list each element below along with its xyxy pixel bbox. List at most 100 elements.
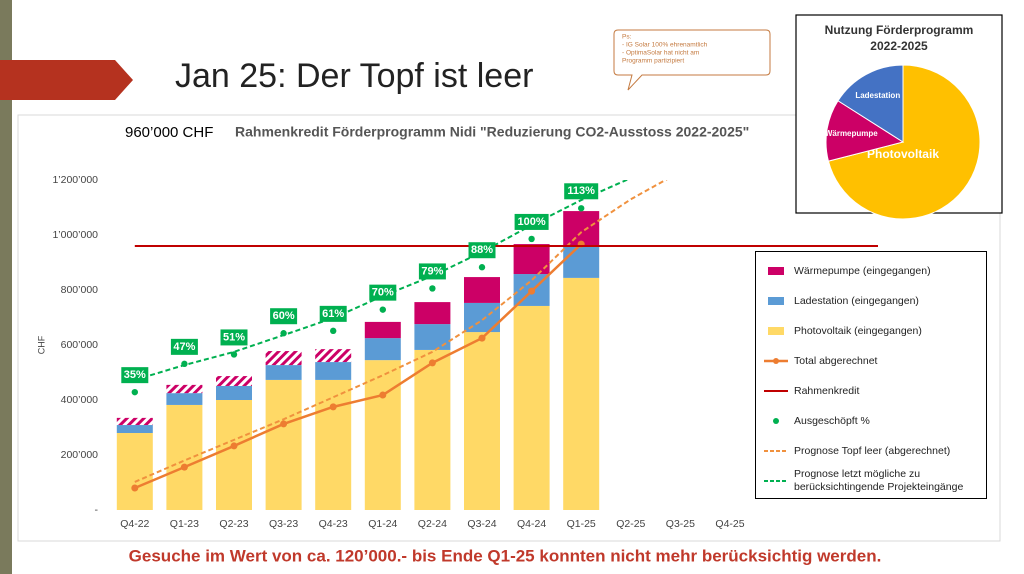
note-callout (613, 29, 771, 91)
legend-label: Wärmepumpe (eingegangen) (794, 264, 931, 277)
bar-segment (216, 376, 252, 386)
legend-label: Total abgerechnet (794, 354, 878, 367)
pie-slice (825, 100, 905, 162)
usage-dot (330, 327, 337, 335)
footer: Gesuche im Wert von ca. 120’000.- bis En… (129, 546, 882, 565)
bar-segment (563, 246, 600, 278)
y-tick-label: 800’000 (61, 284, 99, 296)
bar-segment (265, 351, 302, 366)
usage-label: 51% (223, 331, 245, 343)
bar-segment (414, 302, 451, 325)
y-tick-label: 200’000 (61, 449, 99, 461)
pie-slice (837, 64, 904, 143)
legend-symbol (764, 390, 788, 392)
title-arrow (0, 60, 133, 100)
usage-label-bg (270, 308, 298, 325)
legend-item: Wärmepumpe (eingegangen) (762, 256, 980, 286)
x-tick-label: Q2-25 (616, 518, 645, 530)
bar-segment (563, 277, 600, 510)
usage-label-bg (418, 263, 446, 280)
legend-label: Rahmenkredit (794, 384, 860, 397)
bar-segment (513, 305, 550, 510)
y-axis-label: CHF (36, 335, 46, 354)
legend-label: Prognose Topf leer (abgerechnet) (794, 444, 951, 457)
x-tick-label: Q4-24 (517, 518, 546, 530)
y-tick-label: 400’000 (61, 394, 99, 406)
usage-dot (230, 351, 238, 358)
legend-symbol (773, 418, 779, 424)
y-tick-label: 600’000 (61, 339, 99, 351)
legend-symbol (764, 358, 788, 364)
bar-segment (464, 277, 500, 303)
usage-label-bg (514, 213, 549, 230)
usage-label-bg (121, 367, 149, 384)
x-tick-label: Q4-25 (715, 518, 744, 530)
usage-dot (131, 388, 138, 396)
legend-glyph (768, 297, 784, 305)
legend-symbol (768, 327, 784, 335)
legend-glyph (768, 327, 784, 335)
usage-label: 60% (273, 310, 295, 322)
bar-segment (265, 365, 302, 380)
total-marker (379, 391, 387, 399)
legend-symbol (768, 297, 784, 305)
bar-segment (116, 425, 153, 433)
x-tick-label: Q3-25 (666, 518, 695, 530)
bar-segment (563, 211, 600, 246)
legend-symbol (768, 267, 784, 275)
usage-dot (478, 264, 486, 271)
chart-title: Rahmenkredit Förderprogramm Nidi "Reduzi… (235, 124, 749, 140)
legend-symbol (764, 480, 788, 482)
x-tick-label: Q3-23 (269, 518, 298, 530)
legend-item: Photovoltaik (eingegangen) (762, 316, 980, 346)
pie-label: Wärmepumpe (825, 129, 878, 138)
legend: Wärmepumpe (eingegangen) Ladestation (ein… (755, 251, 987, 499)
usage-label: 47% (173, 341, 195, 353)
pie-title: Nutzung Förderprogramm (825, 23, 974, 37)
usage-dot (429, 285, 436, 292)
bar-segment (315, 379, 352, 510)
x-tick-label: Q2-23 (219, 518, 248, 530)
plot-lines (134, 180, 668, 490)
note-line: Programm partizipiert (622, 58, 684, 65)
total-marker (478, 334, 486, 342)
usage-label-bg (220, 329, 248, 346)
usage-label: 79% (421, 265, 443, 277)
x-tick-label: Q3-24 (467, 518, 496, 530)
x-tick-label: Q1-24 (368, 518, 397, 530)
trend-line (134, 180, 668, 483)
bar-segment (464, 332, 500, 510)
usage-dot (528, 235, 535, 243)
legend-item: Ausgeschöpft % (762, 406, 980, 436)
total-marker (329, 403, 337, 411)
y-tick-label: 1’000’000 (52, 229, 98, 241)
total-marker (131, 484, 139, 492)
bar-segment (364, 338, 401, 361)
bar-segment (315, 362, 352, 380)
total-line (134, 243, 583, 490)
usage-dot (181, 360, 188, 368)
usage-dot (280, 330, 287, 337)
side-strip (0, 0, 12, 574)
legend-item: Ladestation (eingegangen) (762, 286, 980, 316)
x-tick-label: Q2-24 (418, 518, 447, 530)
pie-label: Photovoltaik (867, 147, 939, 161)
y-tick-label: 1’200’000 (52, 174, 98, 186)
x-tick-label: Q4-23 (319, 518, 348, 530)
chart-subtitle: 960’000 CHF (125, 124, 213, 141)
bar-segment (364, 360, 401, 510)
bar-segment (315, 349, 352, 363)
usage-label: 70% (372, 287, 394, 299)
x-tick-label: Q4-22 (120, 518, 149, 530)
bar-segment (414, 349, 451, 510)
usage-dot (379, 306, 386, 313)
bar-segment (216, 400, 252, 510)
note-line: - OptimaSolar hat nicht am (622, 50, 699, 57)
total-marker (428, 359, 436, 367)
bar-segment (513, 244, 550, 275)
legend-symbol (764, 450, 788, 452)
usage-dot (578, 205, 585, 212)
legend-glyph (773, 418, 779, 424)
usage-label: 100% (518, 216, 546, 228)
usage-label-bg (468, 242, 496, 259)
